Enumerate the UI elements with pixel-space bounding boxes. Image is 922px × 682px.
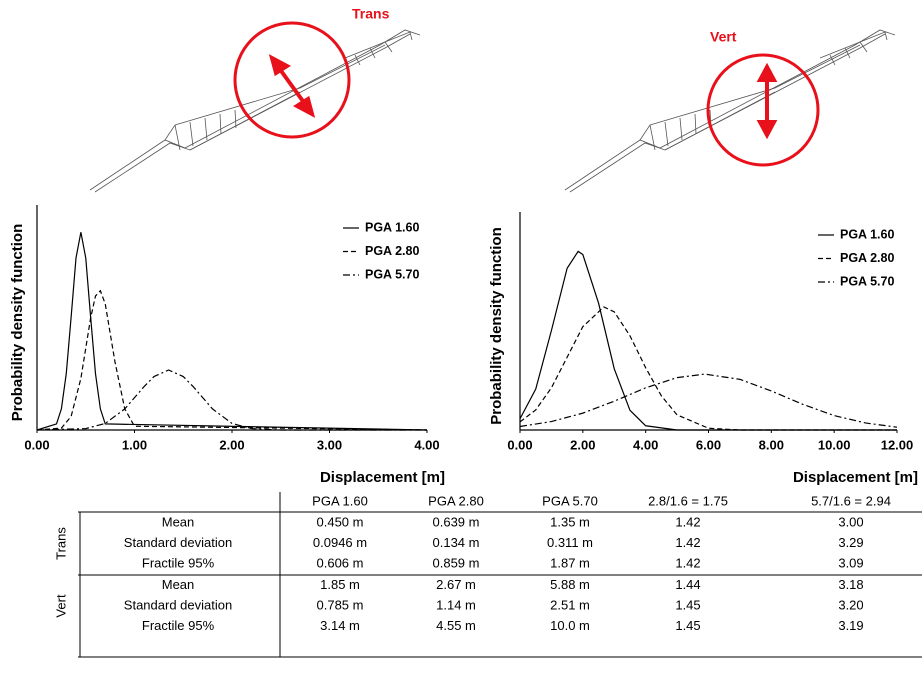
table-header: 5.7/1.6 = 2.94 <box>811 493 891 508</box>
table-cell: 1.42 <box>675 514 700 529</box>
legend-label: PGA 1.60 <box>840 227 894 241</box>
table-cell: 2.51 m <box>550 597 590 612</box>
legend-label: PGA 1.60 <box>365 220 419 234</box>
legend-label: PGA 5.70 <box>840 274 894 288</box>
x-tick-label: 0.00 <box>24 437 49 452</box>
table-cell: 0.0946 m <box>313 535 367 550</box>
table-cell: 3.19 <box>838 618 863 633</box>
x-tick-label: 2.00 <box>219 437 244 452</box>
row-label: Fractile 95% <box>142 618 215 633</box>
x-tick-label: 6.00 <box>696 437 721 452</box>
legend-label: PGA 2.80 <box>840 251 894 265</box>
table-cell: 4.55 m <box>436 618 476 633</box>
table-cell: 1.14 m <box>436 597 476 612</box>
row-label: Mean <box>162 514 195 529</box>
table-cell: 1.44 <box>675 577 700 592</box>
x-tick-label: 4.00 <box>633 437 658 452</box>
row-label: Mean <box>162 577 195 592</box>
x-tick-label: 12.00 <box>881 437 914 452</box>
table-cell: 0.606 m <box>317 555 364 570</box>
table-cell: 3.29 <box>838 535 863 550</box>
table-cell: 0.785 m <box>317 597 364 612</box>
table-lines <box>78 492 922 658</box>
table-header: PGA 1.60 <box>312 493 368 508</box>
table-header: PGA 2.80 <box>428 493 484 508</box>
table-cell: 1.42 <box>675 555 700 570</box>
group-label: Trans <box>53 527 68 560</box>
density-curve <box>36 289 428 431</box>
density-curve <box>36 232 428 431</box>
x-tick-label: 4.00 <box>414 437 439 452</box>
table-cell: 2.67 m <box>436 577 476 592</box>
table-cell: 3.09 <box>838 555 863 570</box>
row-label: Fractile 95% <box>142 555 215 570</box>
table-cell: 1.45 <box>675 597 700 612</box>
table-cell: 0.859 m <box>433 555 480 570</box>
table-header: 2.8/1.6 = 1.75 <box>648 493 728 508</box>
y-axis-title: Probability density function <box>488 227 505 425</box>
direction-arrow <box>756 62 778 140</box>
table-cell: 3.18 <box>838 577 863 592</box>
bridge-sketch <box>89 29 421 193</box>
table-header: PGA 5.70 <box>542 493 598 508</box>
row-label: Standard deviation <box>124 535 232 550</box>
x-axis-title: Displacement [m] <box>793 469 918 486</box>
x-tick-label: 8.00 <box>759 437 784 452</box>
table-cell: 0.450 m <box>317 514 364 529</box>
density-curve <box>519 250 897 431</box>
x-axis-title: Displacement [m] <box>320 469 445 486</box>
bridge-sketch <box>564 29 896 193</box>
annotation: Trans <box>352 6 390 22</box>
table-cell: 1.35 m <box>550 514 590 529</box>
x-tick-label: 2.00 <box>570 437 595 452</box>
legend-label: PGA 5.70 <box>365 267 419 281</box>
x-tick-label: 10.00 <box>818 437 851 452</box>
density-curve <box>519 373 898 428</box>
x-tick-label: 1.00 <box>122 437 147 452</box>
density-curve <box>519 306 897 431</box>
table-cell: 10.0 m <box>550 618 590 633</box>
table-cell: 3.00 <box>838 514 863 529</box>
table-cell: 3.14 m <box>320 618 360 633</box>
table-cell: 3.20 <box>838 597 863 612</box>
table-cell: 1.87 m <box>550 555 590 570</box>
x-tick-label: 3.00 <box>317 437 342 452</box>
table-cell: 0.639 m <box>433 514 480 529</box>
density-curve <box>36 369 427 431</box>
table-cell: 0.134 m <box>433 535 480 550</box>
highlight-circle <box>706 53 820 167</box>
direction-arrow <box>268 54 316 118</box>
highlight-circle <box>233 21 351 139</box>
table-cell: 1.45 <box>675 618 700 633</box>
legend-label: PGA 2.80 <box>365 244 419 258</box>
row-label: Standard deviation <box>124 597 232 612</box>
table-cell: 0.311 m <box>547 535 593 550</box>
x-tick-label: 0.00 <box>507 437 532 452</box>
group-label: Vert <box>53 594 68 618</box>
table-cell: 1.42 <box>675 535 700 550</box>
y-axis-title: Probability density function <box>9 224 26 422</box>
table-cell: 1.85 m <box>320 577 360 592</box>
annotation: Vert <box>710 29 737 45</box>
table-cell: 5.88 m <box>550 577 590 592</box>
